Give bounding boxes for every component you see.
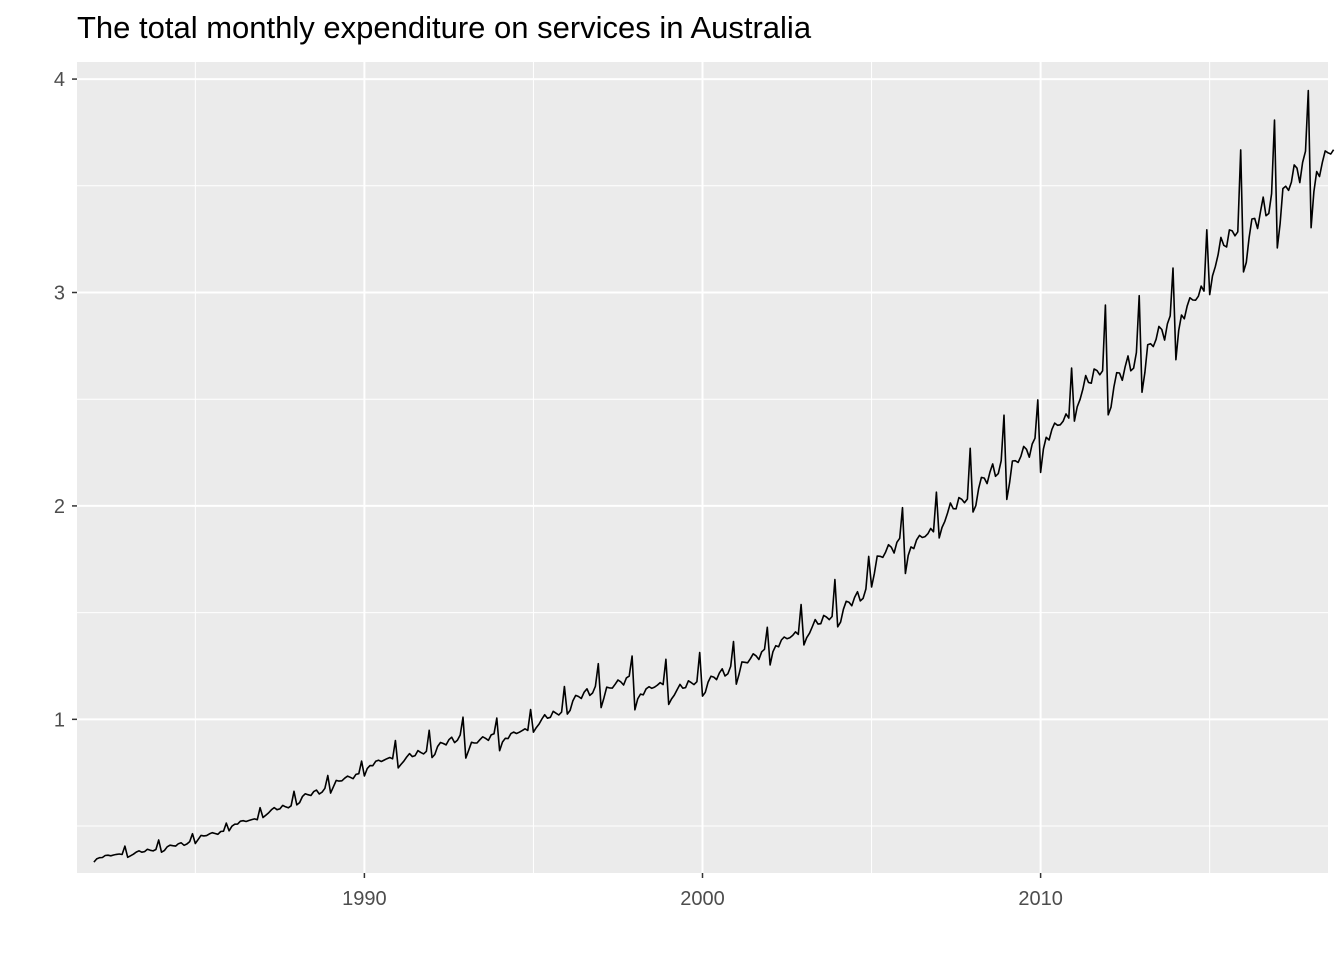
series-line <box>93 89 1335 863</box>
y-tick-label: 4 <box>54 69 65 91</box>
x-tick-label: 2000 <box>680 888 725 910</box>
y-tick-label: 3 <box>54 282 65 304</box>
x-tick-label: 2010 <box>1018 888 1063 910</box>
y-tick-label: 2 <box>54 496 65 518</box>
chart-title: The total monthly expenditure on service… <box>77 10 812 45</box>
y-tick-label: 1 <box>54 709 65 731</box>
x-tick-label: 1990 <box>342 888 387 910</box>
